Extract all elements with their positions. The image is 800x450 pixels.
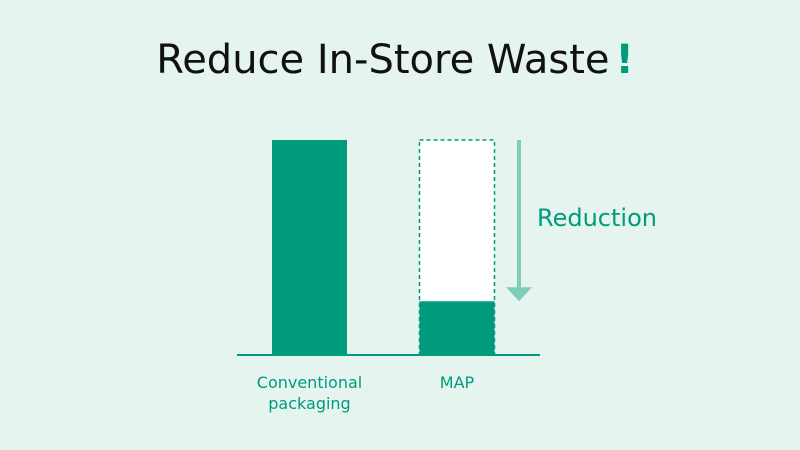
chart-title: Reduce In-Store Waste! bbox=[156, 37, 634, 83]
x-tick-label: MAP bbox=[439, 373, 475, 392]
x-tick-label: Conventional packaging bbox=[256, 373, 363, 413]
bar bbox=[272, 140, 347, 355]
bar bbox=[419, 301, 495, 355]
reduction-arrow-head bbox=[506, 287, 532, 302]
annotation: Reduction bbox=[537, 204, 657, 232]
title-text: Reduce In-Store Waste bbox=[156, 37, 609, 83]
title-mark: ! bbox=[616, 37, 634, 83]
